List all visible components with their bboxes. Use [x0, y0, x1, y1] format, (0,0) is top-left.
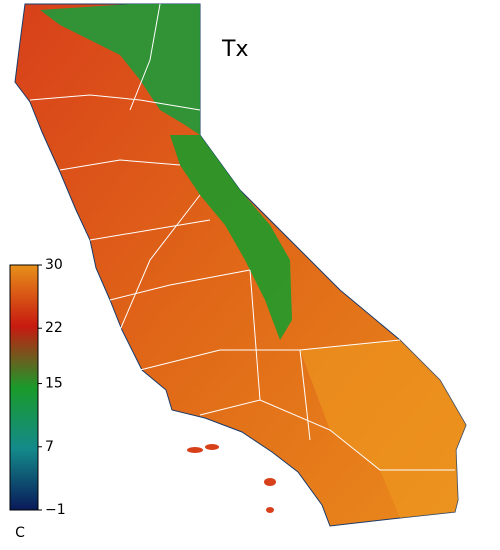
- county-lines: [29, 3, 455, 471]
- colorbar-tick-label: 30: [45, 257, 63, 273]
- warm-desert: [300, 340, 466, 518]
- california-map: [14, 3, 467, 527]
- colorbar-tick-label: −1: [45, 502, 66, 518]
- colorbar: [9, 264, 39, 511]
- sierra-nevada: [170, 135, 292, 340]
- colorbar-tick-label: 7: [45, 439, 54, 455]
- channel-islands: [187, 444, 276, 513]
- colorbar-unit: C: [15, 525, 25, 541]
- map-title: Tx: [221, 37, 248, 62]
- colorbar-tick-label: 22: [45, 320, 63, 336]
- colorbar-tick-label: 15: [45, 376, 63, 392]
- cool-north: [40, 4, 200, 135]
